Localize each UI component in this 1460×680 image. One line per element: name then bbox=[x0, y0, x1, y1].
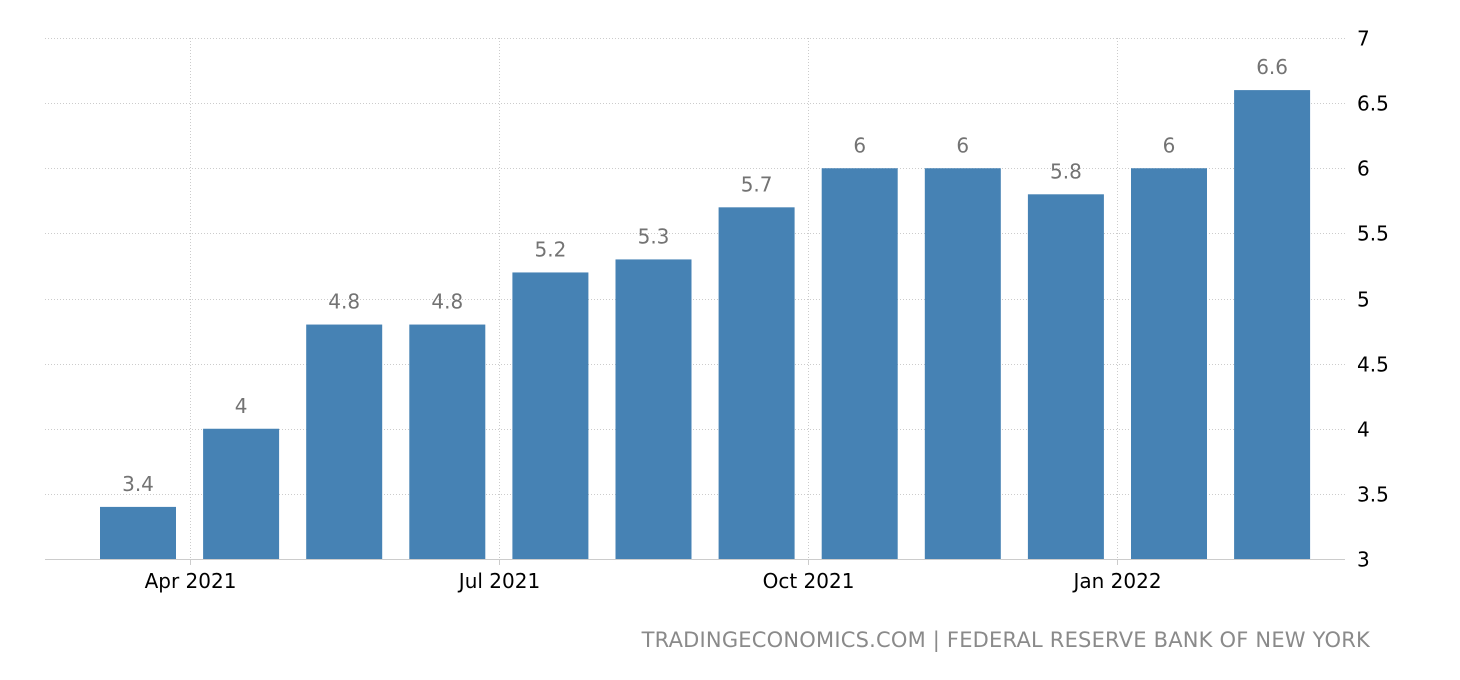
bar bbox=[409, 324, 486, 559]
bar-value-label: 6 bbox=[853, 133, 866, 157]
bar bbox=[203, 428, 280, 559]
bar-value-label: 4.8 bbox=[431, 290, 463, 314]
y-tick-label: 4.5 bbox=[1357, 353, 1389, 377]
y-tick-label: 6.5 bbox=[1357, 92, 1389, 116]
bar bbox=[1027, 194, 1104, 560]
x-tick-label: Jan 2022 bbox=[1071, 569, 1161, 593]
bar bbox=[100, 506, 176, 559]
bar bbox=[718, 207, 795, 559]
bar-value-label: 6 bbox=[1163, 133, 1176, 157]
bar bbox=[821, 168, 898, 559]
bar bbox=[512, 272, 589, 559]
x-tick-label: Apr 2021 bbox=[145, 569, 237, 593]
source-credit: TRADINGECONOMICS.COM | FEDERAL RESERVE B… bbox=[641, 628, 1370, 652]
y-tick-label: 5.5 bbox=[1357, 222, 1389, 246]
bars bbox=[100, 90, 1311, 560]
y-axis: 3 3.5 4 4.5 5 5.5 6 6.5 7 bbox=[1357, 27, 1389, 572]
y-tick-label: 6 bbox=[1357, 157, 1370, 181]
bar bbox=[1234, 90, 1311, 559]
y-tick-label: 3.5 bbox=[1357, 483, 1389, 507]
bar bbox=[924, 168, 1001, 559]
bar-value-label: 6 bbox=[956, 133, 969, 157]
x-tick-label: Jul 2021 bbox=[457, 569, 540, 593]
bar-chart: 3.4 4 4.8 4.8 5.2 5.3 5.7 6 6 5.8 6 6.6 3 3.5 4 4.5 5 5.… bbox=[45, 27, 1389, 593]
y-tick-label: 7 bbox=[1357, 27, 1370, 51]
bar-value-label: 6.6 bbox=[1256, 55, 1288, 79]
bar bbox=[615, 259, 692, 559]
bar bbox=[1131, 168, 1207, 559]
x-tick-label: Oct 2021 bbox=[763, 569, 855, 593]
bar-value-label: 4 bbox=[235, 394, 248, 418]
data-labels: 3.4 4 4.8 4.8 5.2 5.3 5.7 6 6 5.8 6 6.6 bbox=[122, 55, 1288, 496]
bar-value-label: 5.7 bbox=[741, 172, 773, 196]
bar-value-label: 5.8 bbox=[1050, 159, 1082, 183]
y-tick-label: 5 bbox=[1357, 288, 1370, 312]
y-tick-label: 3 bbox=[1357, 548, 1370, 572]
y-tick-label: 4 bbox=[1357, 418, 1370, 442]
bar-value-label: 5.2 bbox=[534, 237, 566, 261]
bar-value-label: 5.3 bbox=[638, 224, 670, 248]
bar bbox=[306, 324, 383, 559]
bar-value-label: 3.4 bbox=[122, 472, 154, 496]
bar-value-label: 4.8 bbox=[328, 290, 360, 314]
x-axis: Apr 2021 Jul 2021 Oct 2021 Jan 2022 bbox=[45, 559, 1345, 593]
